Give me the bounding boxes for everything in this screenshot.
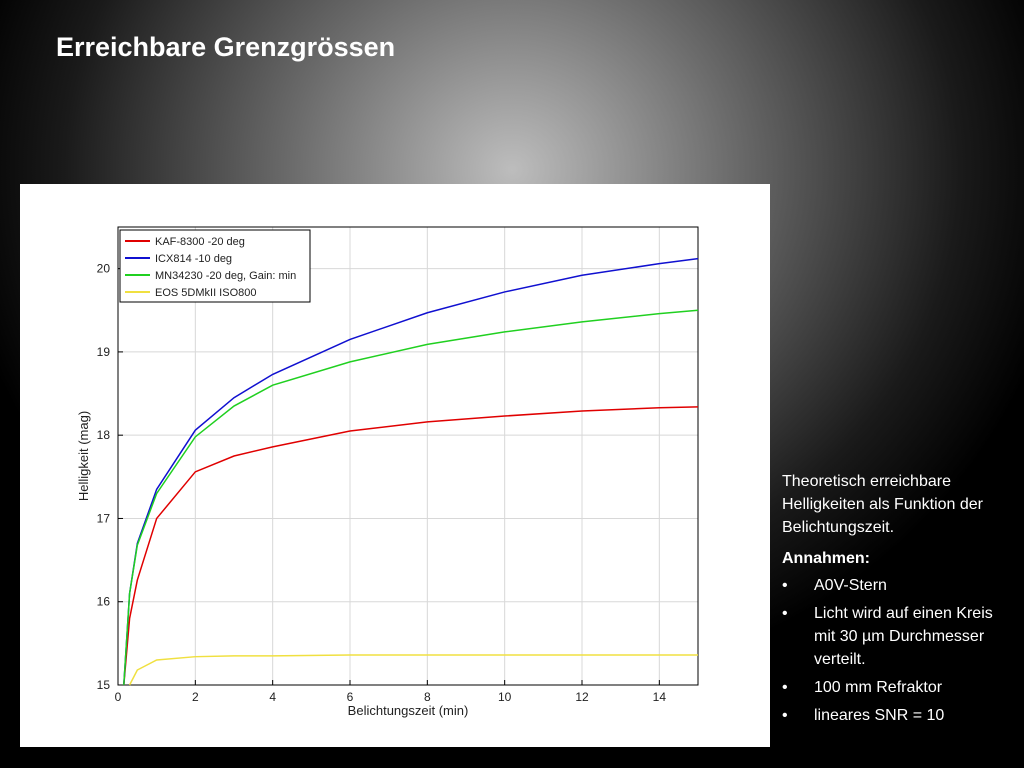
- data-line: [123, 406, 699, 686]
- y-tick-label: 16: [97, 595, 111, 609]
- legend-box: [119, 229, 311, 303]
- legend-label: ICX814 -10 deg: [155, 253, 232, 265]
- description: Theoretisch erreichbare Helligkeiten als…: [782, 473, 983, 536]
- assumptions-list: A0V-Stern Licht wird auf einen Kreis mit …: [782, 574, 1002, 727]
- plot-frame: [117, 226, 699, 686]
- legend-label: EOS 5DMkII ISO800: [155, 287, 256, 299]
- y-tick-label: 19: [97, 345, 111, 359]
- assumptions-heading: Annahmen:: [782, 550, 870, 567]
- x-tick-label: 8: [424, 690, 431, 704]
- x-tick-label: 14: [653, 690, 667, 704]
- data-line: [123, 257, 699, 686]
- y-tick-label: 15: [97, 678, 111, 692]
- assumption: Licht wird auf einen Kreis mit 30 µm Dur…: [782, 602, 1002, 671]
- y-tick-label: 17: [97, 511, 111, 525]
- x-tick-label: 12: [575, 690, 589, 704]
- assumption: lineares SNR = 10: [782, 704, 1002, 727]
- x-tick-label: 0: [115, 690, 122, 704]
- legend-label: KAF-8300 -20 deg: [155, 236, 245, 248]
- x-tick-label: 6: [347, 690, 354, 704]
- y-tick-label: 20: [97, 262, 111, 276]
- x-tick-label: 10: [498, 690, 512, 704]
- legend-label: MN34230 -20 deg, Gain: min: [155, 270, 296, 282]
- x-tick-label: 4: [269, 690, 276, 704]
- y-axis-label: Helligkeit (mag): [76, 411, 91, 501]
- slide-title: Erreichbare Grenzgrössen: [56, 32, 396, 62]
- x-tick-label: 2: [192, 690, 199, 704]
- y-tick-label: 18: [97, 428, 111, 442]
- assumption: A0V-Stern: [782, 574, 1002, 597]
- side-text: Theoretisch erreichbare Helligkeiten als…: [782, 470, 1002, 732]
- data-line: [128, 654, 698, 686]
- assumption: 100 mm Refraktor: [782, 676, 1002, 699]
- x-axis-label: Belichtungszeit (min): [348, 703, 469, 718]
- data-line: [123, 309, 699, 686]
- chart: 0 2 4 6 8 10 12 14 15 16 17 18 19 20 Belichtungszeit (…: [20, 184, 770, 747]
